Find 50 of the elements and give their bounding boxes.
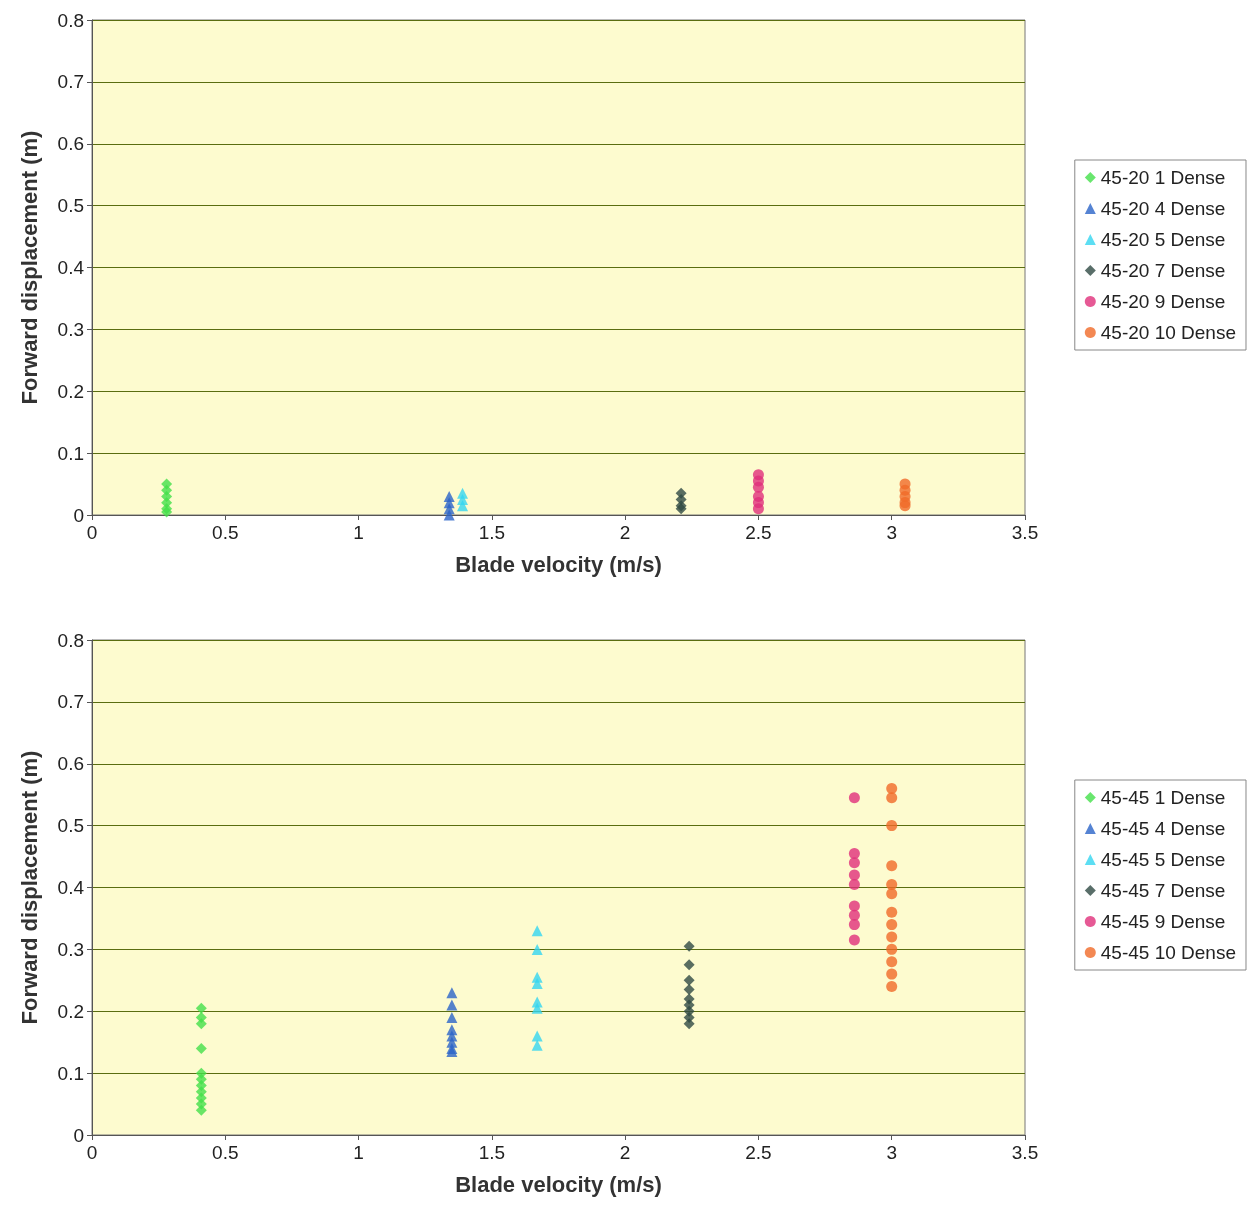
x-tick-label: 0.5 — [212, 522, 239, 543]
y-tick-label: 0.8 — [57, 629, 84, 651]
y-tick-label: 0.1 — [57, 1062, 84, 1084]
x-axis-title: Blade velocity (m/s) — [455, 1171, 662, 1197]
y-tick-label: 0.2 — [57, 1000, 84, 1022]
x-tick-label: 2 — [619, 522, 631, 543]
x-axis-title: Blade velocity (m/s) — [455, 551, 662, 577]
x-tick-label: 1.5 — [478, 1142, 506, 1163]
y-axis-title: Forward displacement (m) — [16, 750, 42, 1025]
legend-label: 45-20 9 Dense — [1100, 291, 1226, 312]
x-tick-label: 3 — [886, 1142, 897, 1163]
x-tick-label: 2.5 — [745, 522, 772, 543]
x-tick-label: 1 — [353, 522, 364, 543]
y-tick-label: 0.5 — [57, 815, 84, 837]
y-tick-label: 0.7 — [57, 71, 84, 93]
x-tick-label: 1.5 — [478, 522, 506, 543]
legend-label: 45-45 10 Dense — [1100, 942, 1237, 963]
legend-label: 45-45 5 Dense — [1100, 849, 1226, 870]
y-tick-label: 0.5 — [57, 195, 84, 217]
y-tick-label: 0.4 — [57, 257, 85, 278]
y-axis-title: Forward displacement (m) — [16, 130, 42, 405]
y-tick-label: 0.3 — [57, 318, 84, 340]
x-tick-label: 3 — [886, 522, 897, 543]
y-tick-label: 0.3 — [57, 938, 84, 960]
y-tick-label: 0.6 — [57, 753, 84, 775]
x-tick-label: 2 — [619, 1142, 631, 1163]
legend-label: 45-20 4 Dense — [1100, 198, 1226, 219]
y-tick-label: 0.4 — [57, 877, 85, 898]
y-tick-label: 0.8 — [57, 9, 84, 31]
legend-label: 45-20 7 Dense — [1100, 260, 1226, 281]
x-tick-label: 0 — [86, 1142, 98, 1163]
y-tick-label: 0 — [73, 1124, 84, 1146]
x-tick-label: 3.5 — [1011, 522, 1039, 543]
x-tick-label: 1 — [353, 1142, 364, 1163]
y-tick-label: 0.6 — [57, 133, 84, 155]
legend-label: 45-20 10 Dense — [1100, 322, 1237, 343]
y-tick-label: 0.2 — [57, 380, 84, 402]
legend-label: 45-45 4 Dense — [1100, 818, 1226, 839]
x-tick-label: 0 — [86, 522, 98, 543]
legend-label: 45-20 1 Dense — [1100, 167, 1226, 188]
x-tick-label: 2.5 — [745, 1142, 772, 1163]
legend-label: 45-45 7 Dense — [1100, 880, 1226, 901]
y-tick-label: 0.1 — [57, 442, 84, 464]
legend-label: 45-45 9 Dense — [1100, 911, 1226, 932]
legend-label: 45-20 5 Dense — [1100, 229, 1226, 250]
y-tick-label: 0 — [73, 504, 84, 526]
x-tick-label: 0.5 — [212, 1142, 239, 1163]
y-tick-label: 0.7 — [57, 691, 84, 713]
x-tick-label: 3.5 — [1011, 1142, 1039, 1163]
legend-label: 45-45 1 Dense — [1100, 787, 1226, 808]
